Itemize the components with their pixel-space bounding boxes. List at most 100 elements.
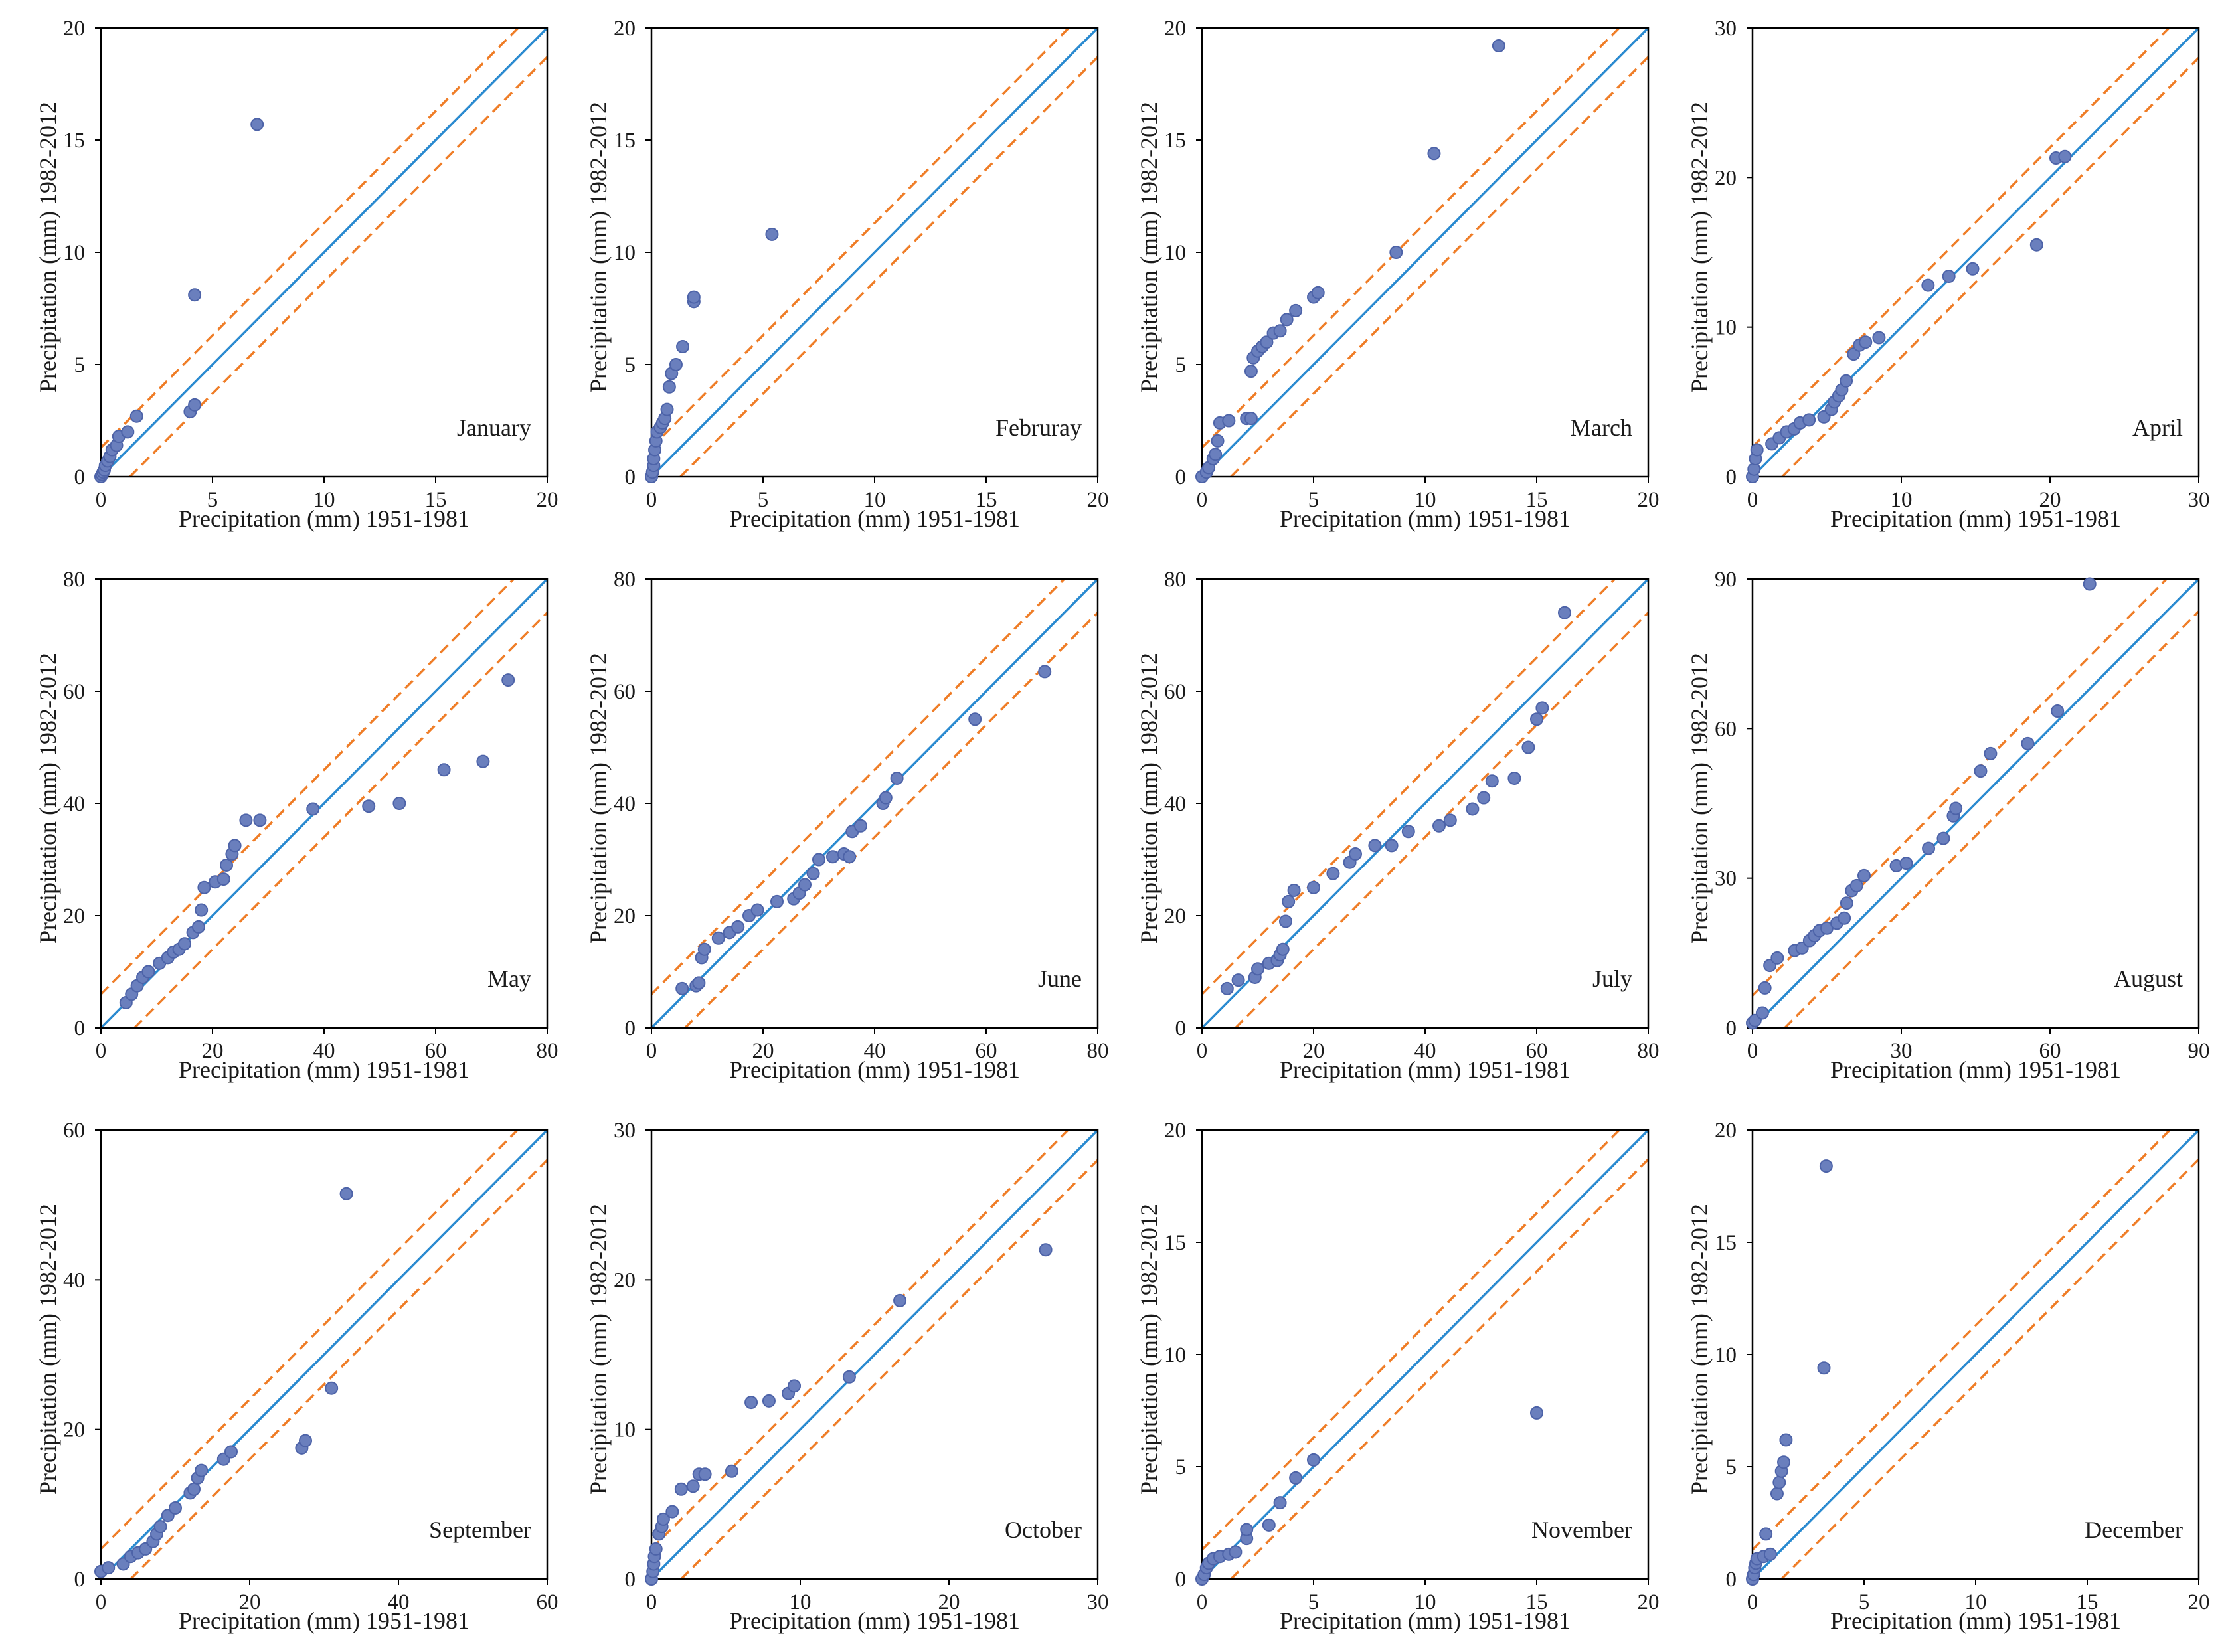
y-axis-label: Precipitation (mm) 1982-2012 <box>35 1204 61 1495</box>
data-point <box>501 673 515 687</box>
data-point <box>1530 712 1543 726</box>
month-label: December <box>2085 1517 2183 1543</box>
data-point <box>1759 1527 1773 1541</box>
upper-band-line <box>651 1130 1069 1550</box>
data-point <box>788 1379 802 1393</box>
data-point <box>129 409 143 423</box>
y-tick-label: 20 <box>1715 166 1737 190</box>
lower-band-line <box>1784 610 2199 1028</box>
data-point <box>1840 896 1853 910</box>
x-tick-label: 60 <box>976 1039 997 1063</box>
y-tick-label: 0 <box>1175 1017 1187 1040</box>
y-axis-label: Precipitation (mm) 1982-2012 <box>35 102 61 392</box>
data-point <box>765 227 779 241</box>
data-point <box>197 880 211 894</box>
x-tick-label: 15 <box>976 488 997 512</box>
reference-lines <box>651 28 1098 477</box>
reference-lines <box>1753 1130 2199 1579</box>
x-tick-label: 0 <box>96 1590 107 1614</box>
x-tick-label: 0 <box>1747 1039 1758 1063</box>
data-point <box>1984 746 1998 760</box>
data-point <box>192 920 205 934</box>
data-point <box>1326 867 1340 880</box>
data-point <box>1921 278 1935 292</box>
upper-band-line <box>101 28 519 449</box>
x-tick-label: 20 <box>537 488 558 512</box>
data-point <box>1535 701 1549 715</box>
data-point <box>674 1482 688 1496</box>
upper-band-line <box>651 28 1070 449</box>
one-to-one-line <box>101 28 547 477</box>
one-to-one-line <box>651 28 1098 477</box>
y-tick-label: 20 <box>1164 1119 1186 1143</box>
y-axis-label: Precipitation (mm) 1982-2012 <box>1686 102 1713 392</box>
data-point <box>669 358 683 371</box>
data-point <box>1966 262 1980 276</box>
data-point <box>725 1464 738 1478</box>
data-point <box>339 1187 353 1200</box>
data-point <box>1872 331 1886 345</box>
month-label: September <box>429 1517 531 1543</box>
data-point <box>1949 801 1963 815</box>
y-tick-label: 10 <box>63 241 85 265</box>
y-tick-label: 10 <box>614 241 636 265</box>
data-point <box>1779 1433 1793 1447</box>
data-point <box>1240 1523 1254 1536</box>
upper-band-line <box>101 1130 519 1550</box>
data-point <box>1755 1006 1769 1020</box>
data-point <box>1289 1471 1303 1485</box>
data-point <box>1307 1453 1320 1467</box>
data-point <box>178 937 191 951</box>
x-tick-label: 5 <box>207 488 218 512</box>
x-tick-label: 40 <box>313 1039 335 1063</box>
data-point <box>770 894 784 908</box>
x-axis-label: Precipitation (mm) 1951-1981 <box>179 505 470 532</box>
data-point <box>1385 839 1399 853</box>
x-tick-label: 80 <box>1087 1039 1109 1063</box>
data-point <box>1558 606 1571 620</box>
month-label: Februray <box>995 414 1082 441</box>
upper-band-line <box>651 579 1065 995</box>
x-axis-label: Precipitation (mm) 1951-1981 <box>1830 1056 2121 1083</box>
data-point <box>675 981 689 995</box>
data-point <box>1349 847 1362 861</box>
data-point <box>843 850 857 864</box>
y-tick-label: 30 <box>1715 17 1737 41</box>
upper-band-line <box>1202 579 1616 995</box>
data-points <box>1195 1406 1543 1586</box>
data-point <box>1763 1547 1777 1561</box>
data-point <box>1847 347 1861 361</box>
data-point <box>362 799 376 813</box>
y-tick-label: 80 <box>63 568 85 592</box>
data-point <box>893 1293 907 1307</box>
x-tick-label: 0 <box>646 488 657 512</box>
x-tick-label: 5 <box>1859 1590 1870 1614</box>
reference-lines <box>1202 1130 1648 1579</box>
data-point <box>121 425 135 439</box>
y-tick-label: 0 <box>625 1568 636 1592</box>
data-point <box>250 118 264 131</box>
one-to-one-line <box>1202 28 1648 477</box>
data-point <box>806 867 820 880</box>
data-point <box>1273 1496 1287 1510</box>
y-tick-label: 40 <box>614 792 636 816</box>
data-point <box>141 965 155 979</box>
y-tick-label: 20 <box>63 1418 85 1442</box>
data-points <box>119 673 515 1009</box>
data-point <box>392 797 406 810</box>
x-tick-label: 60 <box>1526 1039 1548 1063</box>
y-tick-label: 5 <box>625 353 636 377</box>
y-axis-label: Precipitation (mm) 1982-2012 <box>585 1204 612 1495</box>
x-tick-label: 60 <box>537 1590 558 1614</box>
data-point <box>1276 942 1290 956</box>
y-axis-label: Precipitation (mm) 1982-2012 <box>1136 1204 1162 1495</box>
y-tick-label: 10 <box>1715 1343 1737 1367</box>
y-tick-label: 20 <box>63 17 85 41</box>
y-tick-label: 10 <box>1164 1343 1186 1367</box>
month-label: June <box>1038 965 1082 992</box>
data-points <box>1746 577 2097 1030</box>
upper-band-line <box>1202 1130 1620 1551</box>
data-point <box>2029 238 2043 252</box>
data-point <box>476 754 490 768</box>
